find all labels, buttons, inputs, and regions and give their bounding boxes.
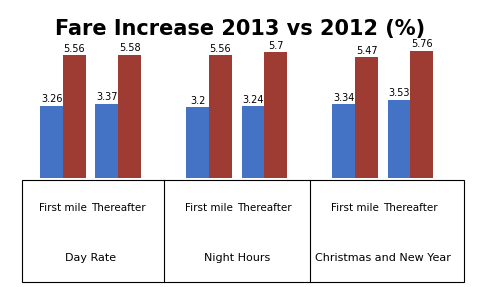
Text: 5.7: 5.7 <box>268 40 283 51</box>
Bar <box>63 55 86 178</box>
Text: Day Rate: Day Rate <box>65 253 116 263</box>
Bar <box>118 55 141 178</box>
Text: 5.56: 5.56 <box>63 44 85 54</box>
Text: Thereafter: Thereafter <box>383 203 438 213</box>
Bar <box>355 57 378 178</box>
Bar <box>333 104 355 178</box>
Text: 5.58: 5.58 <box>119 43 140 53</box>
Bar <box>388 100 410 178</box>
Bar <box>96 104 118 178</box>
Text: First mile: First mile <box>39 203 87 213</box>
Text: First mile: First mile <box>331 203 379 213</box>
Text: 5.76: 5.76 <box>411 39 432 49</box>
Text: 3.26: 3.26 <box>41 94 62 104</box>
Text: Fare Increase 2013 vs 2012 (%): Fare Increase 2013 vs 2012 (%) <box>55 19 425 39</box>
Text: Thereafter: Thereafter <box>237 203 291 213</box>
Text: Christmas and New Year: Christmas and New Year <box>315 253 451 263</box>
Text: 3.53: 3.53 <box>388 88 410 98</box>
Text: Night Hours: Night Hours <box>204 253 270 263</box>
Text: Thereafter: Thereafter <box>91 203 145 213</box>
Text: 3.24: 3.24 <box>242 95 264 105</box>
Text: 5.47: 5.47 <box>356 46 377 56</box>
Bar <box>264 52 287 178</box>
Text: 3.34: 3.34 <box>333 93 355 103</box>
Bar <box>241 106 264 178</box>
Bar <box>40 106 63 178</box>
Bar <box>186 107 209 178</box>
Text: 5.56: 5.56 <box>210 44 231 54</box>
Bar <box>209 55 232 178</box>
Text: First mile: First mile <box>185 203 233 213</box>
Bar <box>410 51 433 178</box>
Text: 3.37: 3.37 <box>96 92 118 102</box>
Text: 3.2: 3.2 <box>190 96 205 106</box>
